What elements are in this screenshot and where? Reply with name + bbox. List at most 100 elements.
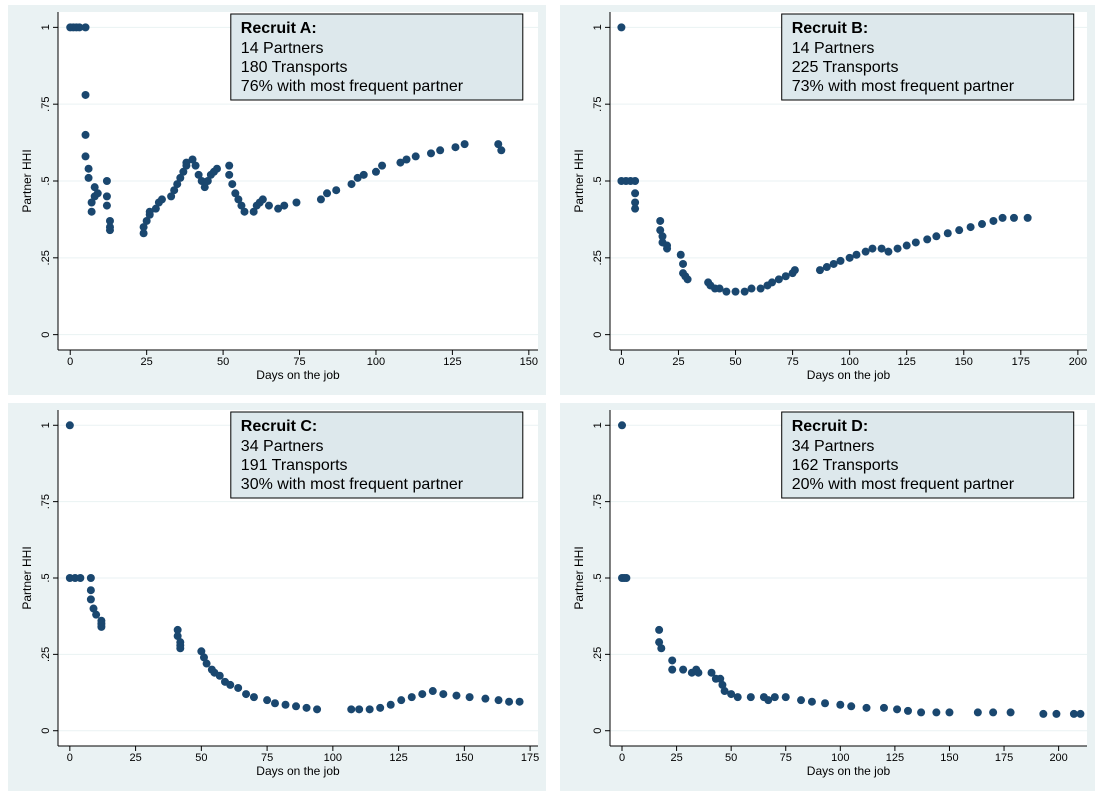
point — [231, 189, 240, 198]
point — [234, 195, 243, 204]
x-tick-label: 150 — [955, 356, 973, 368]
point — [197, 647, 206, 656]
annotation-line: 34 Partners — [241, 438, 324, 455]
point — [90, 183, 99, 192]
x-tick-label: 175 — [521, 752, 539, 764]
point — [264, 201, 273, 210]
point — [815, 266, 824, 275]
x-tick-label: 0 — [618, 356, 624, 368]
x-tick-label: 0 — [619, 752, 625, 764]
point — [631, 189, 640, 198]
y-tick-label: 0 — [40, 332, 52, 338]
point — [139, 229, 148, 238]
point — [618, 421, 627, 430]
point — [868, 244, 877, 253]
point — [716, 674, 725, 683]
point — [397, 696, 406, 705]
point — [657, 644, 666, 653]
point — [242, 690, 251, 699]
point — [355, 705, 364, 714]
x-tick-label: 25 — [670, 752, 682, 764]
point — [656, 226, 665, 235]
point — [176, 644, 185, 653]
point — [428, 687, 437, 696]
point — [376, 703, 385, 712]
x-tick-label: 125 — [886, 752, 904, 764]
point — [631, 198, 640, 207]
point — [655, 638, 664, 647]
point — [249, 693, 258, 702]
point — [978, 220, 987, 229]
x-tick-label: 50 — [729, 356, 741, 368]
point — [212, 164, 221, 173]
point — [862, 703, 871, 712]
x-tick-label: 0 — [67, 356, 73, 368]
point — [365, 705, 374, 714]
x-tick-label: 200 — [1049, 752, 1067, 764]
x-tick-label: 50 — [217, 356, 229, 368]
annotation-line: 225 Transports — [792, 59, 899, 76]
x-tick-label: 50 — [725, 752, 737, 764]
panel: 0 .25 .5 .75 1 0 25 50 75 100 125 150 175 Days on the… — [8, 403, 546, 791]
x-tick-label: 100 — [367, 356, 385, 368]
point — [460, 140, 469, 149]
point — [1006, 708, 1015, 717]
y-tick-label: .75 — [40, 494, 52, 509]
point — [386, 700, 395, 709]
point — [316, 195, 325, 204]
x-tick-label: 25 — [141, 356, 153, 368]
point — [774, 275, 783, 284]
point — [727, 690, 736, 699]
point — [199, 653, 208, 662]
point — [258, 195, 267, 204]
point — [179, 167, 188, 176]
point — [240, 207, 249, 216]
point — [740, 287, 749, 296]
x-tick-label: 75 — [786, 356, 798, 368]
y-tick-label: .5 — [40, 573, 52, 582]
point — [966, 223, 975, 232]
point — [768, 278, 777, 287]
x-tick-label: 200 — [1069, 356, 1087, 368]
point — [764, 696, 773, 705]
point — [683, 275, 692, 284]
y-tick-label: 1 — [40, 422, 52, 428]
point — [151, 204, 160, 213]
point — [747, 284, 756, 293]
point — [215, 671, 224, 680]
point — [84, 164, 93, 173]
y-axis-title: Partner HHI — [20, 546, 34, 609]
point — [292, 198, 301, 207]
point — [911, 238, 920, 247]
annotation-box — [230, 411, 524, 499]
point — [97, 622, 106, 631]
point — [75, 23, 84, 32]
point — [191, 161, 200, 170]
point — [617, 23, 626, 32]
point — [102, 192, 111, 201]
point — [668, 665, 677, 674]
point — [917, 708, 926, 717]
point — [1052, 709, 1061, 718]
point — [932, 708, 941, 717]
x-tick-label: 125 — [443, 356, 461, 368]
point — [676, 250, 685, 259]
annotation-line: 191 Transports — [241, 457, 348, 474]
point — [821, 699, 830, 708]
point — [879, 703, 888, 712]
point — [194, 170, 203, 179]
point — [515, 697, 524, 706]
point — [631, 177, 640, 185]
annotation-line: 180 Transports — [241, 59, 348, 76]
point — [86, 586, 95, 595]
point — [396, 158, 405, 167]
annotation-line: 73% with most frequent partner — [792, 78, 1015, 95]
point — [781, 272, 790, 281]
point — [280, 201, 289, 210]
point — [292, 702, 301, 711]
point — [439, 690, 448, 699]
annotation-line: 20% with most frequent partner — [792, 476, 1015, 493]
point — [173, 625, 182, 634]
point — [973, 708, 982, 717]
